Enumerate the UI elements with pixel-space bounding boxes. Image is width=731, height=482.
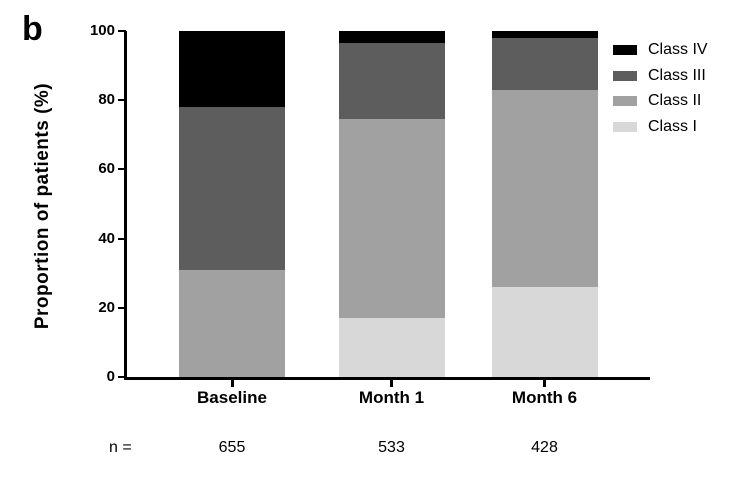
x-axis-line: [124, 377, 650, 380]
bar-segment-class-i: [338, 318, 445, 377]
bar-segment-class-i: [491, 287, 598, 377]
y-tick-mark: [118, 168, 126, 171]
n-equals-label: n =: [109, 439, 132, 456]
legend-swatch-class-iii: [613, 70, 637, 81]
legend-label: Class III: [648, 66, 706, 84]
y-tick-label: 40: [98, 229, 115, 247]
y-tick-mark: [118, 30, 126, 32]
x-tick-mark: [390, 380, 393, 387]
x-tick-mark: [230, 380, 234, 387]
n-value: 533: [378, 439, 405, 456]
x-category-label: Baseline: [197, 388, 267, 407]
bar-segment-class-iv: [338, 31, 445, 44]
y-tick-label: 100: [89, 22, 115, 39]
y-tick-label: 0: [106, 368, 115, 385]
y-axis-line: [124, 31, 127, 380]
bar-segment-class-iv: [179, 31, 285, 108]
legend-swatch-class-iv: [613, 45, 637, 55]
n-value: 655: [218, 439, 246, 456]
legend-label: Class I: [648, 118, 697, 136]
legend-swatch-class-i: [613, 122, 637, 133]
y-tick-mark: [118, 237, 126, 240]
y-tick-label: 60: [98, 160, 115, 178]
y-tick-mark: [118, 306, 126, 309]
y-tick-mark: [118, 376, 126, 378]
bar-segment-class-ii: [179, 269, 285, 377]
legend-label: Class IV: [648, 41, 708, 58]
bar-segment-class-iii: [338, 43, 445, 120]
legend-swatch-class-ii: [613, 96, 637, 107]
legend-label: Class II: [648, 92, 702, 110]
bar-segment-class-ii: [338, 119, 445, 319]
bar-segment-class-ii: [491, 89, 598, 288]
bar-segment-class-iv: [491, 31, 598, 38]
n-value: 428: [531, 439, 558, 456]
x-tick-mark: [543, 380, 546, 387]
x-category-label: Month 1: [358, 388, 425, 407]
panel-label: b: [22, 10, 43, 48]
bar-segment-class-iii: [179, 107, 285, 270]
y-axis-title: Proportion of patients (%): [32, 82, 53, 330]
bar-segment-class-iii: [491, 37, 598, 90]
x-category-label: Month 6: [511, 388, 578, 407]
y-tick-mark: [118, 99, 126, 102]
y-tick-label: 20: [98, 298, 115, 316]
y-tick-label: 80: [98, 91, 115, 109]
